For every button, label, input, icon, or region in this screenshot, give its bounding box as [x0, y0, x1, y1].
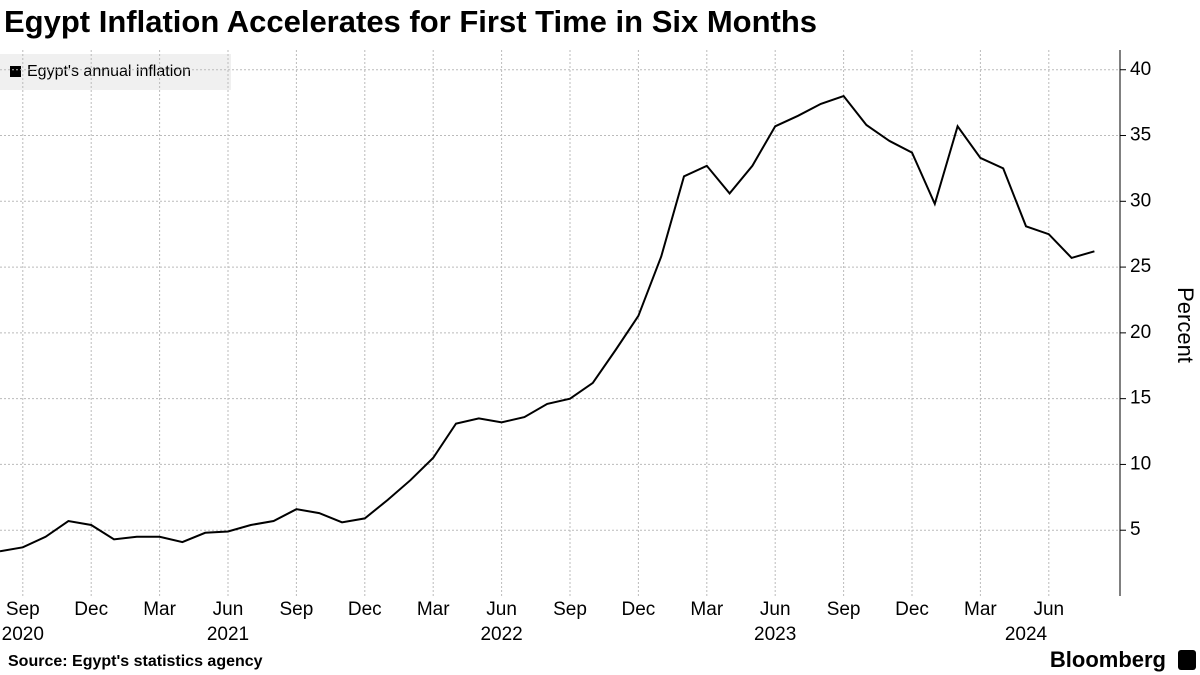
brand-icon	[1178, 650, 1196, 670]
source: Source: Egypt's statistics agency	[8, 653, 263, 670]
x-tick-label: Jun	[760, 599, 791, 620]
x-year-label: 2020	[2, 624, 44, 645]
x-tick-label: Sep	[553, 599, 587, 620]
y-tick-label: 25	[1130, 256, 1151, 277]
legend-box	[0, 54, 231, 90]
x-tick-label: Mar	[143, 599, 176, 620]
x-year-label: 2023	[754, 624, 796, 645]
y-tick-label: 40	[1130, 59, 1151, 80]
x-year-label: 2022	[480, 624, 522, 645]
x-tick-label: Mar	[417, 599, 450, 620]
x-tick-label: Dec	[348, 599, 382, 620]
x-tick-label: Dec	[622, 599, 656, 620]
x-tick-label: Sep	[279, 599, 313, 620]
x-year-label: 2024	[1005, 624, 1048, 645]
x-tick-label: Dec	[895, 599, 929, 620]
x-tick-label: Jun	[213, 599, 244, 620]
x-year-label: 2021	[207, 624, 249, 645]
x-tick-label: Jun	[1033, 599, 1064, 620]
y-tick-label: 15	[1130, 388, 1151, 409]
x-tick-label: Dec	[74, 599, 108, 620]
line	[0, 94, 1095, 553]
y-axis-label: Percent	[1173, 287, 1198, 363]
chart-title: Egypt Inflation Accelerates for First Ti…	[4, 4, 817, 39]
y-tick-label: 5	[1130, 519, 1141, 540]
x-tick-label: Mar	[690, 599, 723, 620]
x-tick-label: Sep	[827, 599, 861, 620]
x-tick-label: Jun	[486, 599, 517, 620]
legend-label: Egypt's annual inflation	[27, 63, 191, 80]
x-tick-label: Mar	[964, 599, 997, 620]
legend-swatch	[10, 66, 21, 77]
y-tick-label: 10	[1130, 453, 1151, 474]
y-tick-label: 35	[1130, 125, 1151, 146]
x-tick-label: Sep	[6, 599, 40, 620]
y-tick-label: 30	[1130, 190, 1151, 211]
y-tick-label: 20	[1130, 322, 1151, 343]
brand: Bloomberg	[1050, 647, 1166, 672]
